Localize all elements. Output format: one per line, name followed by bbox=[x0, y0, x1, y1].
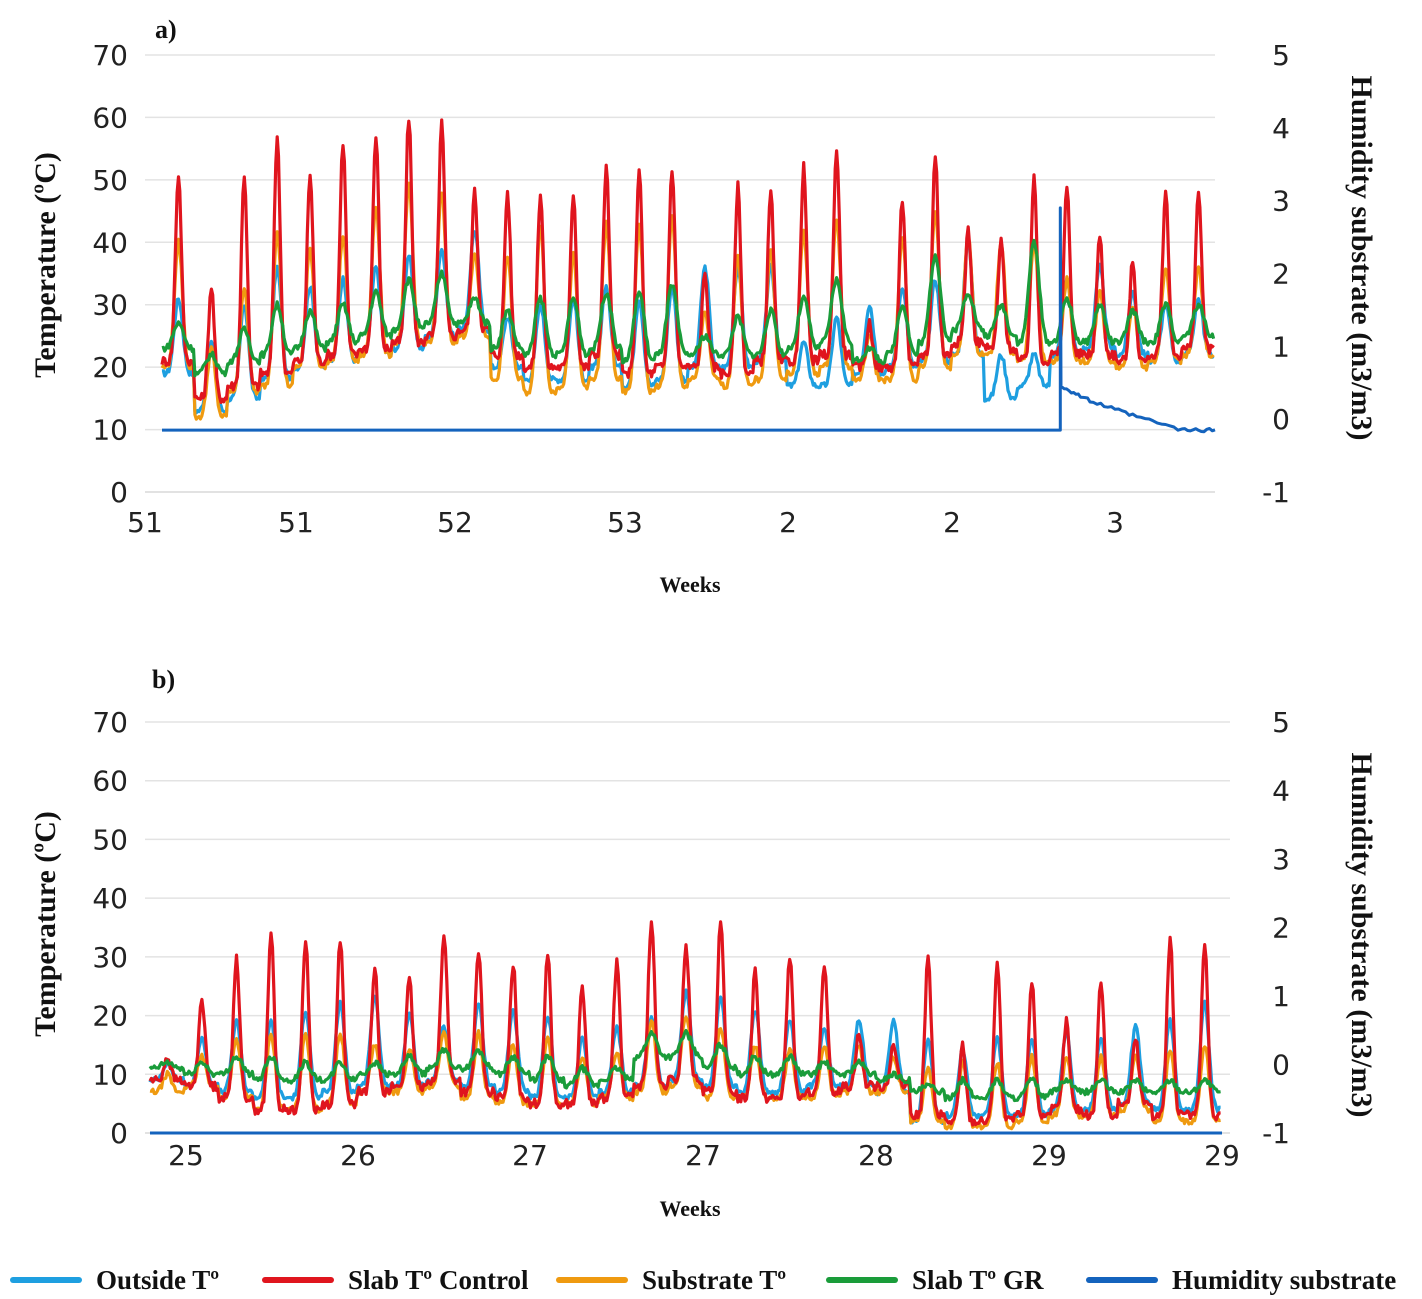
y-tick-label: 30 bbox=[92, 289, 128, 322]
legend-swatch bbox=[556, 1277, 628, 1283]
y2-tick-label: 0 bbox=[1272, 1049, 1290, 1082]
y2-tick-label: 1 bbox=[1272, 980, 1290, 1013]
x-tick-label: 28 bbox=[858, 1139, 894, 1172]
x-axis-label: Weeks bbox=[659, 1196, 721, 1221]
legend-item-slab-t-control: Slab Tº Control bbox=[262, 1262, 528, 1298]
y-tick-label: 10 bbox=[92, 1058, 128, 1091]
series-line-slab-t-gr bbox=[161, 238, 1216, 378]
y2-tick-label: 4 bbox=[1272, 775, 1290, 808]
legend-label: Slab Tº GR bbox=[912, 1264, 1044, 1295]
y-tick-label: 50 bbox=[92, 823, 128, 856]
legend-label: Humidity substrate bbox=[1172, 1264, 1397, 1295]
y2-tick-label: 2 bbox=[1272, 912, 1290, 945]
x-tick-label: 25 bbox=[168, 1139, 204, 1172]
y-tick-label: 40 bbox=[92, 226, 128, 259]
legend-item-substrate-t: Substrate Tº bbox=[556, 1262, 786, 1298]
legend-swatch bbox=[10, 1277, 82, 1283]
x-tick-label: 51 bbox=[127, 506, 163, 539]
x-tick-label: 2 bbox=[943, 506, 961, 539]
y-axis-label: Temperature (ºC) bbox=[29, 811, 62, 1037]
x-tick-label: 52 bbox=[437, 506, 473, 539]
y2-axis-label: Humidity substrate (m3/m3) bbox=[1345, 753, 1378, 1118]
chart-panel-b: 0 10 20 30 40 50 60 70 -1 0 1 2 3 4 5 25 26 27 27 28 29 29 b) W… bbox=[29, 665, 1378, 1221]
x-tick-label: 3 bbox=[1106, 506, 1124, 539]
y2-tick-label: -1 bbox=[1262, 1117, 1290, 1150]
panel-label: a) bbox=[155, 15, 177, 44]
legend: Outside Tº Slab Tº Control Substrate Tº … bbox=[0, 1262, 1422, 1298]
series-line-substrate-t bbox=[160, 181, 1215, 421]
y2-tick-label: 2 bbox=[1272, 258, 1290, 291]
y-tick-label: 70 bbox=[92, 39, 128, 72]
y-tick-label: 60 bbox=[92, 765, 128, 798]
legend-item-outside-t: Outside Tº bbox=[10, 1262, 219, 1298]
x-tick-label: 29 bbox=[1204, 1139, 1240, 1172]
y-tick-label: 20 bbox=[92, 351, 128, 384]
y2-tick-label: 4 bbox=[1272, 112, 1290, 145]
x-tick-label: 53 bbox=[607, 506, 643, 539]
legend-swatch bbox=[1086, 1277, 1158, 1283]
y2-tick-label: 3 bbox=[1272, 843, 1290, 876]
panel-label: b) bbox=[152, 665, 175, 694]
y-tick-label: 0 bbox=[110, 476, 128, 509]
x-tick-label: 27 bbox=[685, 1139, 721, 1172]
y2-axis-label: Humidity substrate (m3/m3) bbox=[1345, 76, 1378, 441]
y2-tick-label: 0 bbox=[1272, 403, 1290, 436]
legend-label: Substrate Tº bbox=[642, 1264, 787, 1295]
x-tick-label: 29 bbox=[1031, 1139, 1067, 1172]
y2-tick-label: 5 bbox=[1272, 706, 1290, 739]
y2-tick-label: 1 bbox=[1272, 330, 1290, 363]
y2-tick-label: 5 bbox=[1272, 39, 1290, 72]
y2-tick-label: -1 bbox=[1262, 476, 1290, 509]
x-tick-label: 27 bbox=[512, 1139, 548, 1172]
y-tick-label: 10 bbox=[92, 414, 128, 447]
series-line-slab-t-control bbox=[148, 920, 1221, 1127]
series-line-humidity-substrate bbox=[162, 206, 1216, 434]
legend-item-humidity-substrate: Humidity substrate bbox=[1086, 1262, 1396, 1298]
x-tick-label: 51 bbox=[278, 506, 314, 539]
y-tick-label: 70 bbox=[92, 706, 128, 739]
series-line-slab-t-gr bbox=[148, 1029, 1221, 1103]
y-tick-label: 50 bbox=[92, 164, 128, 197]
y-tick-label: 60 bbox=[92, 101, 128, 134]
y-tick-label: 40 bbox=[92, 882, 128, 915]
legend-label: Slab Tº Control bbox=[348, 1264, 529, 1295]
legend-label: Outside Tº bbox=[96, 1264, 220, 1295]
chart-panel-a: 0 10 20 30 40 50 60 70 -1 0 1 2 3 4 5 51 51 52 53 2 2 3 a) Week… bbox=[29, 15, 1378, 597]
y-tick-label: 20 bbox=[92, 1000, 128, 1033]
legend-item-slab-t-gr: Slab Tº GR bbox=[826, 1262, 1043, 1298]
y-tick-label: 30 bbox=[92, 941, 128, 974]
y-tick-label: 0 bbox=[110, 1117, 128, 1150]
y2-tick-label: 3 bbox=[1272, 185, 1290, 218]
legend-swatch bbox=[826, 1277, 898, 1283]
x-tick-label: 26 bbox=[340, 1139, 376, 1172]
y-axis-label: Temperature (ºC) bbox=[29, 152, 62, 378]
legend-swatch bbox=[262, 1277, 334, 1283]
x-tick-label: 2 bbox=[779, 506, 797, 539]
x-axis-label: Weeks bbox=[659, 572, 721, 597]
